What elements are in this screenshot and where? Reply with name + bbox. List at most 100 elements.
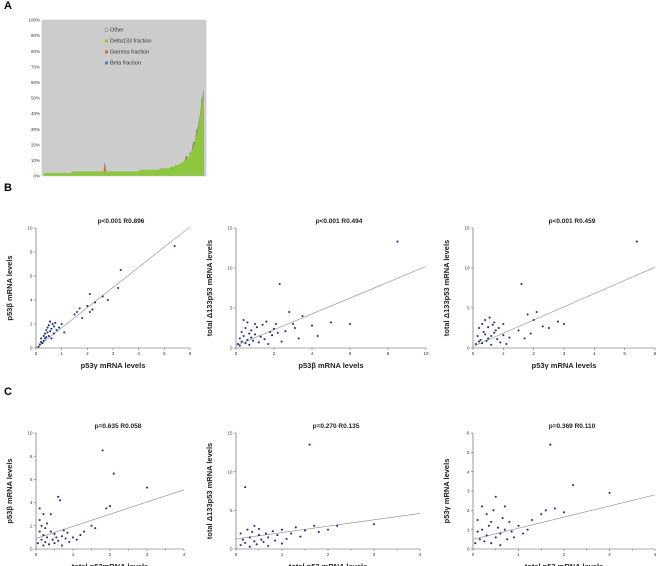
data-point bbox=[276, 331, 279, 334]
data-point bbox=[497, 326, 500, 330]
data-point bbox=[78, 307, 81, 310]
data-point bbox=[244, 541, 247, 544]
data-point bbox=[42, 513, 45, 516]
area-chart-a: 0% 10% 20% 30% 40% 50% 60% 70% 80% 90% 100% Other De… bbox=[28, 18, 207, 179]
data-point bbox=[248, 332, 251, 335]
data-point bbox=[474, 542, 477, 545]
data-point bbox=[267, 536, 270, 539]
data-point bbox=[60, 535, 63, 538]
y-tick-label: 0 bbox=[467, 346, 470, 351]
data-point bbox=[88, 292, 91, 296]
x-tick-label: 3 bbox=[563, 351, 566, 356]
data-point bbox=[474, 342, 478, 346]
data-point bbox=[255, 326, 258, 329]
y-tick-label: 0% bbox=[33, 174, 40, 179]
data-point bbox=[60, 322, 63, 326]
data-point bbox=[336, 524, 339, 527]
data-point bbox=[478, 340, 481, 343]
data-point bbox=[252, 339, 255, 342]
data-point bbox=[508, 520, 511, 523]
data-point bbox=[478, 326, 481, 330]
y-tick-label: 30% bbox=[31, 127, 40, 132]
data-point bbox=[301, 314, 304, 318]
y-tick-label: 0 bbox=[230, 547, 233, 552]
y-tick-label: 4 bbox=[467, 469, 470, 474]
y-tick-label: 2 bbox=[30, 322, 33, 327]
data-point bbox=[112, 472, 115, 475]
data-point bbox=[481, 322, 484, 326]
correlation-stat: p<0.001 R0.494 bbox=[316, 218, 363, 225]
data-point bbox=[490, 542, 493, 545]
data-point bbox=[541, 325, 544, 328]
y-tick-label: 10 bbox=[227, 469, 233, 474]
data-point bbox=[47, 324, 50, 327]
correlation-stat: p<0.001 R0.459 bbox=[549, 218, 596, 225]
data-point bbox=[271, 530, 274, 533]
y-axis-label: total Δ133p53 mRNA levels bbox=[442, 240, 451, 336]
data-point bbox=[62, 529, 65, 532]
y-tick-label: 50% bbox=[31, 96, 40, 101]
x-tick-label: 6 bbox=[349, 351, 352, 356]
data-point bbox=[108, 505, 112, 508]
data-point bbox=[478, 538, 481, 541]
data-point bbox=[488, 316, 491, 319]
y-tick-label: 8 bbox=[30, 454, 33, 459]
data-point bbox=[502, 322, 505, 326]
y-tick-label: 15 bbox=[227, 226, 233, 231]
data-point bbox=[40, 538, 43, 541]
data-point bbox=[293, 326, 296, 330]
x-tick-label: 0 bbox=[35, 351, 38, 356]
data-point bbox=[526, 313, 529, 316]
data-point bbox=[38, 530, 41, 533]
data-point bbox=[145, 486, 149, 489]
data-point bbox=[248, 343, 251, 346]
data-point bbox=[38, 507, 41, 510]
y-tick-label: 2 bbox=[467, 508, 470, 513]
data-point bbox=[46, 536, 49, 539]
data-point bbox=[53, 542, 56, 545]
legend-swatch bbox=[105, 39, 108, 43]
data-point bbox=[248, 545, 251, 548]
correlation-stat: p=0.635 R0.058 bbox=[95, 423, 142, 430]
data-point bbox=[81, 316, 84, 320]
panel-label-a: A bbox=[4, 0, 12, 12]
data-point bbox=[46, 326, 49, 329]
data-point bbox=[260, 538, 263, 541]
y-tick-label: 80% bbox=[31, 49, 40, 54]
data-point bbox=[40, 524, 43, 527]
data-point bbox=[505, 342, 508, 346]
y-tick-label: 15 bbox=[464, 226, 470, 231]
data-point bbox=[490, 343, 493, 346]
data-point bbox=[510, 530, 513, 533]
y-tick-label: 4 bbox=[30, 500, 33, 505]
data-point bbox=[503, 528, 506, 531]
data-point bbox=[485, 339, 488, 342]
data-point bbox=[487, 337, 490, 340]
data-point bbox=[484, 318, 487, 322]
x-tick-label: 1 bbox=[281, 552, 284, 557]
data-point bbox=[248, 536, 251, 539]
y-tick-label: 6 bbox=[30, 477, 33, 482]
data-point bbox=[547, 326, 550, 330]
data-point bbox=[274, 539, 277, 542]
data-point bbox=[239, 544, 242, 547]
x-tick-label: 1 bbox=[502, 351, 505, 356]
data-point bbox=[531, 518, 534, 522]
data-point bbox=[83, 530, 86, 533]
legend-entry: Gamma fraction bbox=[110, 50, 149, 56]
panel-label-c: C bbox=[4, 386, 12, 398]
y-tick-label: 10 bbox=[27, 226, 33, 231]
data-point bbox=[259, 335, 262, 338]
y-tick-label: 8 bbox=[30, 250, 33, 255]
trend-line bbox=[472, 266, 656, 347]
y-tick-label: 0 bbox=[30, 346, 33, 351]
data-point bbox=[45, 336, 48, 339]
data-point bbox=[55, 536, 58, 539]
data-point bbox=[483, 540, 486, 543]
x-tick-label: 2 bbox=[532, 351, 535, 356]
correlation-stat: p=0.270 R0.135 bbox=[313, 423, 360, 430]
data-point bbox=[73, 313, 76, 316]
legend-swatch bbox=[105, 50, 108, 54]
data-point bbox=[487, 524, 490, 527]
